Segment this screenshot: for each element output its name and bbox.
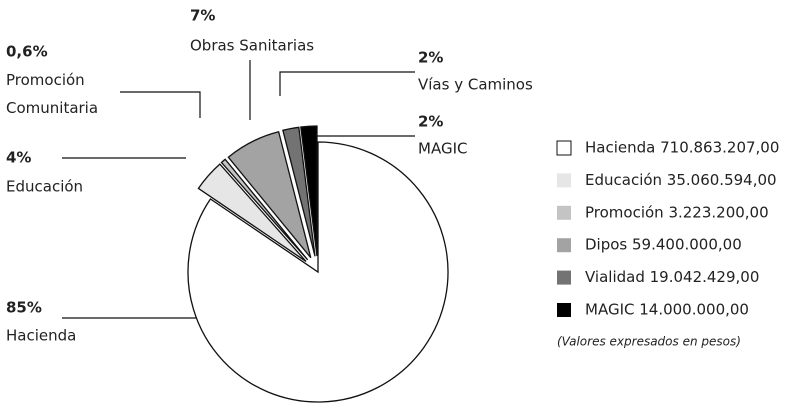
legend-entry: Hacienda 710.863.207,00	[585, 139, 779, 157]
pie-slice	[282, 126, 316, 257]
value-label: 4%	[6, 149, 31, 167]
slice-label: MAGIC	[418, 140, 467, 158]
legend-swatch	[557, 303, 571, 317]
legend-entry: Dipos 59.400.000,00	[585, 236, 742, 254]
pie-slice	[220, 158, 309, 261]
pie-slice	[197, 163, 307, 262]
pie-slice	[187, 141, 449, 403]
legend-entry: MAGIC 14.000.000,00	[585, 301, 749, 319]
legend-swatch	[557, 173, 571, 188]
slice-label: Hacienda	[6, 327, 76, 345]
slice-label: Educación	[6, 178, 83, 196]
leader-line	[120, 91, 201, 118]
legend-swatch	[557, 238, 571, 253]
slice-label: Promoción Comunitaria	[6, 71, 98, 117]
value-label: 2%	[418, 113, 443, 131]
leader-lines	[62, 60, 415, 319]
pie-slice	[227, 130, 312, 259]
legend-swatch	[557, 270, 571, 285]
legend-swatch	[557, 205, 571, 220]
legend-entry: Vialidad 19.042.429,00	[585, 268, 759, 286]
legend-swatch	[556, 140, 572, 156]
slice-label: Obras Sanitarias	[190, 37, 314, 55]
value-label: 2%	[418, 49, 443, 67]
value-label: 0,6%	[6, 43, 48, 61]
legend-entry: Promoción 3.223.200,00	[585, 203, 769, 221]
note: (Valores expresados en pesos)	[557, 335, 741, 349]
value-label: 7%	[190, 7, 215, 25]
slice-label: Vías y Caminos	[418, 76, 533, 94]
legend-entry: Educación 35.060.594,00	[585, 171, 777, 189]
pie-slice	[300, 125, 318, 257]
value-label: 85%	[6, 299, 42, 317]
leader-line	[279, 71, 415, 96]
